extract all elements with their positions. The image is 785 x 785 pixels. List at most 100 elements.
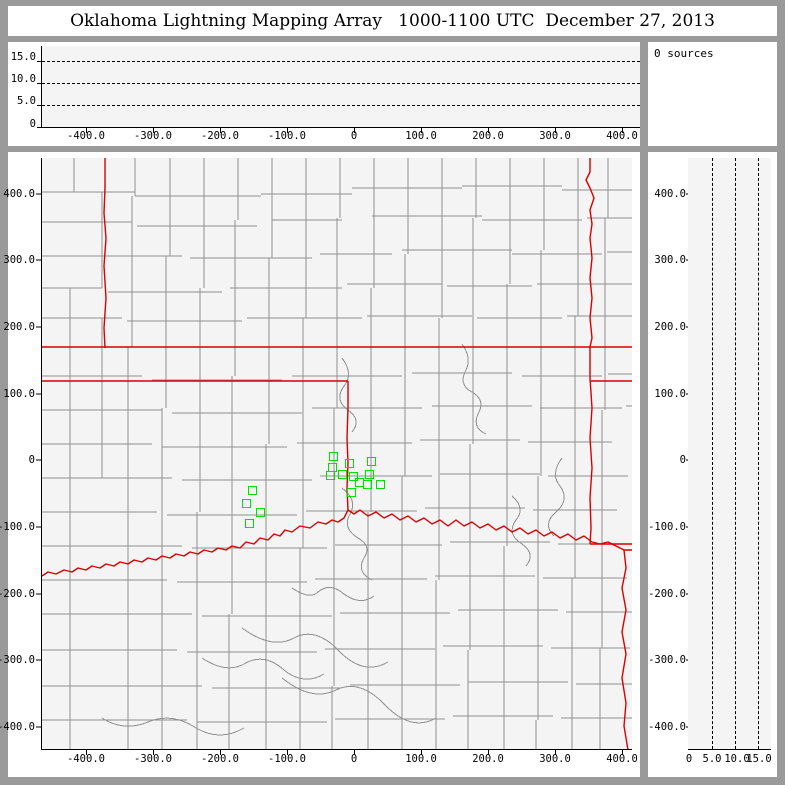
map-xtick-label-400: 400.0 <box>606 753 638 765</box>
source-marker[interactable] <box>248 486 257 495</box>
map-ytick-label--100: -100.0 <box>0 521 35 533</box>
top-xtickmark--300 <box>153 128 154 133</box>
map-ytickmark-400 <box>36 193 42 195</box>
map-xtick-label--400: -400.0 <box>67 753 105 765</box>
right-xtick-label-10: 10.0 <box>724 753 750 765</box>
top-gridline-10 <box>42 83 640 84</box>
top-ytick-label-15: 15.0 <box>10 51 36 63</box>
map-panel: 400.0 300.0 200.0 100.0 0 -100.0 -200.0 … <box>0 152 640 777</box>
source-marker[interactable] <box>338 470 347 479</box>
right-gridline-10 <box>735 158 736 749</box>
top-xtick-label-200: 200.0 <box>472 130 504 142</box>
top-xtickmark--400 <box>86 128 87 133</box>
right-ytick-label-400: 400.0 <box>654 188 686 200</box>
map-ytickmark-200 <box>36 326 42 328</box>
map-ytickmarks <box>36 152 42 750</box>
map-ytick-label-400: 400.0 <box>3 188 35 200</box>
top-xtick-label--300: -300.0 <box>134 130 172 142</box>
right-ytick-label--100: -100.0 <box>648 521 686 533</box>
top-xtick-label-300: 300.0 <box>539 130 571 142</box>
source-marker[interactable] <box>347 488 356 497</box>
map-xtick-label--100: -100.0 <box>268 753 306 765</box>
source-marker[interactable] <box>329 452 338 461</box>
map-geography <box>42 158 632 749</box>
map-xtick-label--200: -200.0 <box>201 753 239 765</box>
map-ytick-label-0: 0 <box>28 454 35 466</box>
right-gridline-15 <box>758 158 759 749</box>
source-marker[interactable] <box>363 480 372 489</box>
top-ytickmark-10 <box>37 83 42 84</box>
map-xtickmark--200 <box>220 750 221 755</box>
top-ytickmark-0 <box>37 127 42 128</box>
top-histogram-x-axis: -400.0 -300.0 -200.0 -100.0 0 100.0 200.… <box>41 128 640 146</box>
source-marker[interactable] <box>367 457 376 466</box>
right-histogram-panel: 400.0 300.0 200.0 100.0 0 -100.0 -200.0 … <box>648 152 777 777</box>
map-y-axis: 400.0 300.0 200.0 100.0 0 -100.0 -200.0 … <box>0 152 41 750</box>
page-title: Oklahoma Lightning Mapping Array 1000-11… <box>70 11 715 31</box>
map-xtick-label-200: 200.0 <box>472 753 504 765</box>
right-ytick-label-0: 0 <box>679 454 686 466</box>
source-count-label: 0 sources <box>654 47 714 60</box>
map-ytick-label-200: 200.0 <box>3 321 35 333</box>
source-marker[interactable] <box>345 459 354 468</box>
map-xtickmark-400 <box>622 750 623 755</box>
map-ytick-label--200: -200.0 <box>0 588 35 600</box>
right-xtick-label-5: 5.0 <box>702 753 722 765</box>
map-ytickmark-0 <box>36 459 42 461</box>
right-ytick-label-100: 100.0 <box>654 388 686 400</box>
top-histogram-panel: 0 5.0 10.0 15.0 -400.0 -300.0 <box>8 42 640 146</box>
right-ytick-label--300: -300.0 <box>648 654 686 666</box>
right-ytick-label-200: 200.0 <box>654 321 686 333</box>
title-bar: Oklahoma Lightning Mapping Array 1000-11… <box>8 6 777 36</box>
map-xtickmark--300 <box>153 750 154 755</box>
top-xtickmark-300 <box>555 128 556 133</box>
source-marker[interactable] <box>242 499 251 508</box>
right-xtick-label-0: 0 <box>685 753 693 765</box>
right-histogram-x-axis: 0 5.0 10.0 15.0 <box>685 750 772 770</box>
map-ytickmark--100 <box>36 526 42 528</box>
map-xtick-label--300: -300.0 <box>134 753 172 765</box>
map-xtickmark--100 <box>287 750 288 755</box>
map-plot-area[interactable] <box>41 158 632 750</box>
map-ytick-label-300: 300.0 <box>3 254 35 266</box>
map-ytickmark--400 <box>36 726 42 728</box>
top-xtickmark-400 <box>622 128 623 133</box>
right-ytick-label--400: -400.0 <box>648 721 686 733</box>
source-marker[interactable] <box>376 480 385 489</box>
map-ytickmark-100 <box>36 393 42 395</box>
map-xtick-label-300: 300.0 <box>539 753 571 765</box>
right-gridline-5 <box>712 158 713 749</box>
source-marker[interactable] <box>365 470 374 479</box>
right-ytick-label--200: -200.0 <box>648 588 686 600</box>
top-xtick-label--100: -100.0 <box>268 130 306 142</box>
map-xtick-label-100: 100.0 <box>405 753 437 765</box>
map-ytick-label--300: -300.0 <box>0 654 35 666</box>
right-ytick-label-300: 300.0 <box>654 254 686 266</box>
top-xtickmark-0 <box>354 128 355 133</box>
right-histogram-y-axis: 400.0 300.0 200.0 100.0 0 -100.0 -200.0 … <box>648 152 688 750</box>
source-marker[interactable] <box>245 519 254 528</box>
right-xtick-label-15: 15.0 <box>746 753 772 765</box>
top-gridline-5 <box>42 105 640 106</box>
top-ytickmark-5 <box>37 105 42 106</box>
top-ytick-label-10: 10.0 <box>10 73 36 85</box>
map-xtickmark--400 <box>86 750 87 755</box>
map-ytick-label--400: -400.0 <box>0 721 35 733</box>
top-xtick-label--200: -200.0 <box>201 130 239 142</box>
top-ytick-label-0: 0 <box>29 118 36 130</box>
top-xtick-label--400: -400.0 <box>67 130 105 142</box>
top-xtickmark--200 <box>220 128 221 133</box>
source-marker[interactable] <box>349 472 358 481</box>
top-xtick-label-0: 0 <box>350 130 358 142</box>
top-xtickmark--100 <box>287 128 288 133</box>
source-marker[interactable] <box>256 508 265 517</box>
right-histogram-plot-area <box>688 158 771 750</box>
source-marker[interactable] <box>326 471 335 480</box>
map-xtickmark-300 <box>555 750 556 755</box>
map-ytickmark--300 <box>36 659 42 661</box>
top-gridline-15 <box>42 61 640 62</box>
top-xtick-label-100: 100.0 <box>405 130 437 142</box>
top-ytickmark-15 <box>37 61 42 62</box>
top-xtick-label-400: 400.0 <box>606 130 638 142</box>
map-xtickmark-200 <box>488 750 489 755</box>
